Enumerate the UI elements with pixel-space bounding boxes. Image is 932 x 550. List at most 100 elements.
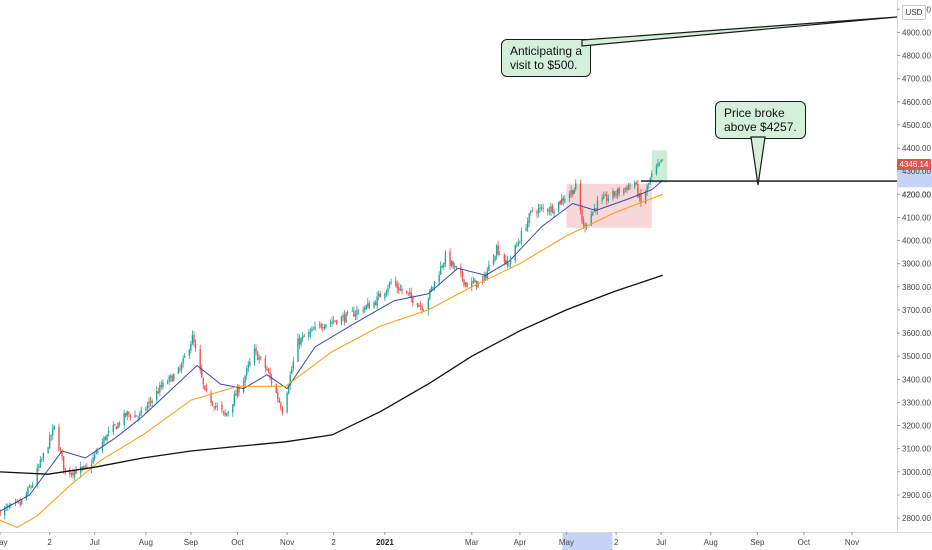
candle — [53, 425, 56, 431]
candle — [97, 447, 99, 455]
candle — [472, 276, 475, 285]
candle-body — [266, 368, 268, 370]
candle — [5, 503, 7, 511]
candle — [427, 297, 430, 316]
candle — [242, 377, 245, 394]
candle-body — [401, 288, 403, 291]
candle — [52, 423, 54, 440]
candle — [353, 306, 355, 317]
candle — [156, 386, 158, 404]
candle-body — [357, 309, 360, 311]
candle-body — [17, 501, 20, 503]
candle-body — [356, 310, 358, 315]
candle — [194, 339, 197, 352]
callout-target-500[interactable]: Anticipating a visit to $500. — [501, 39, 592, 77]
candle-body — [140, 410, 142, 414]
candle-body — [244, 375, 246, 383]
candle-body — [376, 296, 378, 307]
candle — [508, 262, 510, 268]
candle-body — [514, 245, 516, 261]
candle-body — [564, 199, 566, 202]
candle-body — [112, 424, 114, 433]
candle — [539, 204, 541, 213]
candle — [494, 255, 496, 263]
candle — [365, 304, 367, 310]
candle — [385, 289, 388, 298]
candle — [377, 290, 380, 301]
candle-body — [531, 210, 534, 212]
candle-body — [547, 208, 549, 212]
candle — [309, 327, 312, 339]
candle — [596, 195, 599, 215]
candle — [388, 281, 391, 289]
candle — [205, 383, 208, 393]
candle-body — [626, 187, 628, 191]
x-tick-label: Oct — [798, 538, 811, 547]
candle — [190, 340, 192, 354]
candle-body — [492, 259, 495, 265]
candle-body — [455, 265, 457, 268]
candle — [570, 185, 572, 199]
y-tick-label: 3600.00 — [902, 329, 931, 338]
candle — [550, 202, 552, 217]
candle — [232, 404, 234, 417]
candle-body — [485, 274, 487, 279]
candle-body — [224, 412, 226, 416]
series-line-sma_long — [0, 274, 663, 475]
candle — [474, 277, 476, 283]
candle — [19, 497, 21, 508]
candle-body — [235, 393, 237, 396]
candle-body — [256, 351, 259, 361]
candle-body — [526, 221, 529, 229]
candle-body — [90, 464, 93, 468]
y-tick-label: 3400.00 — [902, 375, 931, 384]
candle-body — [646, 185, 648, 193]
x-tick-label: Nov — [280, 538, 294, 547]
candle — [575, 179, 577, 192]
candle-body — [429, 289, 431, 299]
candle-body — [385, 291, 388, 294]
candle — [291, 365, 293, 375]
candle-body — [201, 368, 203, 378]
candle-body — [281, 408, 284, 413]
y-tick-label: 4300.00 — [902, 167, 931, 176]
candle-body — [509, 259, 512, 264]
candle — [607, 194, 610, 204]
candle-body — [303, 335, 305, 337]
callout-breakout[interactable]: Price broke above $4257. — [715, 101, 806, 139]
candle-body — [61, 451, 63, 456]
candle-body — [117, 423, 119, 429]
candle-body — [0, 510, 1, 516]
candle — [340, 315, 343, 326]
candle-body — [377, 293, 380, 296]
candle — [146, 401, 149, 412]
candle — [129, 413, 132, 421]
candle-body — [118, 422, 121, 425]
candle — [460, 263, 462, 277]
candle — [495, 243, 498, 260]
candle — [492, 254, 495, 266]
candle — [41, 457, 43, 463]
candle — [616, 187, 619, 200]
candle-body — [592, 211, 594, 216]
candle — [595, 208, 597, 215]
candle-body — [449, 251, 451, 266]
candle-body — [145, 409, 147, 411]
candle — [433, 280, 436, 292]
candle — [573, 187, 575, 195]
candle — [363, 305, 366, 314]
candle — [106, 433, 108, 444]
candle-body — [253, 348, 256, 363]
candle-body — [258, 357, 260, 360]
currency-label[interactable]: USD — [902, 5, 926, 20]
candle — [354, 310, 357, 321]
candle-body — [227, 411, 229, 414]
candle — [112, 420, 114, 436]
candle-body — [508, 264, 510, 266]
x-tick-label: Jul — [90, 538, 100, 547]
candle-body — [613, 191, 616, 196]
candle-body — [123, 412, 125, 426]
candle — [70, 472, 73, 478]
